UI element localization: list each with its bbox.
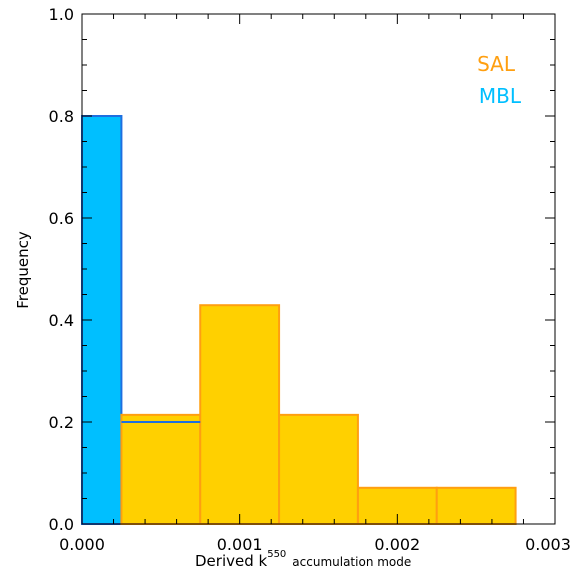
x-tick-label: 0.002 xyxy=(374,535,420,554)
y-tick-label: 0.2 xyxy=(49,413,74,432)
axes-layer: 0.0 0.2 0.4 0.6 0.8 1.0 0.000 0.001 0.002 0.003 xyxy=(49,5,571,554)
bar-sal-5 xyxy=(435,486,517,526)
y-tick-label: 0.4 xyxy=(49,311,74,330)
bars-layer xyxy=(81,115,517,526)
x-axis-title-subscript: accumulation mode xyxy=(292,555,411,569)
x-tick-label: 0.000 xyxy=(59,535,105,554)
y-tick-label: 0.0 xyxy=(49,515,74,534)
legend-entry-mbl: MBL xyxy=(479,84,522,108)
x-axis-title-superscript: 550 xyxy=(267,549,286,560)
y-tick-label: 0.8 xyxy=(49,107,74,126)
y-tick-label: 1.0 xyxy=(49,5,74,24)
x-tick-label: 0.001 xyxy=(217,535,263,554)
x-axis-title: Derived k550 accumulation mode xyxy=(195,549,411,570)
y-tick-label: 0.6 xyxy=(49,209,74,228)
bar-sal-1 xyxy=(120,413,202,525)
bar-sal-2 xyxy=(199,304,281,525)
x-tick-label: 0.003 xyxy=(525,535,571,554)
x-axis-title-main: Derived k xyxy=(195,552,268,570)
bar-sal-3 xyxy=(278,413,359,525)
legend-entry-sal: SAL xyxy=(477,52,516,76)
y-axis-title: Frequency xyxy=(14,231,32,309)
